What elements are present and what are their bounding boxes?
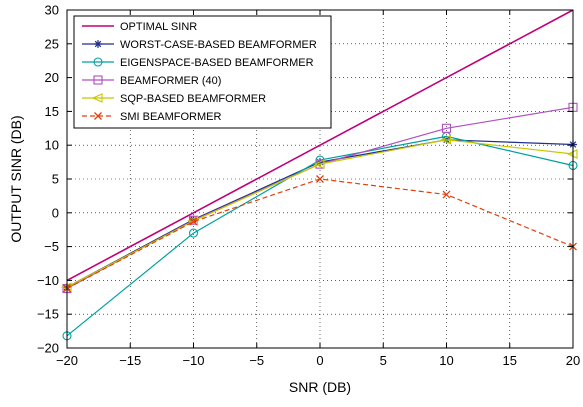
series-layer — [60, 9, 578, 341]
series-line — [66, 9, 574, 282]
y-axis-label: OUTPUT SINR (DB) — [8, 115, 24, 242]
x-tick-label: 10 — [439, 353, 453, 368]
data-point — [442, 190, 451, 199]
legend-marker — [93, 57, 103, 67]
y-tick-label: 25 — [45, 36, 59, 51]
legend-item: SQP-BASED BEAMFORMER — [82, 93, 266, 105]
y-tick-label: 0 — [52, 205, 59, 220]
data-point — [188, 228, 199, 238]
legend-label: WORST-CASE-BASED BEAMFORMER — [120, 39, 317, 51]
y-tick-label: 15 — [45, 104, 59, 119]
legend-item: WORST-CASE-BASED BEAMFORMER — [82, 39, 317, 51]
y-tick-label: −10 — [37, 273, 59, 288]
y-tick-label: 30 — [45, 3, 59, 18]
legend-marker — [94, 40, 102, 48]
legend-label: BEAMFORMER (40) — [120, 75, 221, 87]
series-line — [66, 178, 574, 290]
y-tick-label: 10 — [45, 138, 59, 153]
series-line — [66, 139, 574, 288]
legend-marker — [94, 112, 102, 120]
x-tick-label: −5 — [249, 353, 264, 368]
data-point — [313, 159, 325, 169]
data-point — [316, 175, 324, 183]
legend-label: SQP-BASED BEAMFORMER — [120, 93, 266, 105]
x-tick-label: −10 — [182, 353, 204, 368]
y-tick-label: 20 — [45, 70, 59, 85]
legend-label: OPTIMAL SINR — [120, 21, 197, 33]
data-point — [189, 215, 198, 224]
legend-item: BEAMFORMER (40) — [82, 75, 221, 87]
x-tick-label: 5 — [380, 353, 387, 368]
legend-item: OPTIMAL SINR — [82, 21, 197, 33]
series-2 — [63, 135, 577, 292]
x-tick-label: 0 — [316, 353, 323, 368]
legend-item: EIGENSPACE-BASED BEAMFORMER — [82, 57, 314, 69]
y-tick-label: −15 — [37, 307, 59, 322]
data-point — [189, 217, 198, 226]
legend-marker — [91, 93, 103, 103]
y-tick-label: −20 — [37, 341, 59, 356]
legend-item: SMI BEAMFORMER — [82, 111, 222, 123]
y-tick-label: 5 — [52, 172, 59, 187]
series-4 — [62, 102, 578, 294]
legend-marker — [93, 75, 103, 85]
y-ticks: −20 −15 −10 −5 0 5 10 15 20 25 30 — [37, 3, 573, 356]
x-axis-label: SNR (DB) — [289, 379, 351, 395]
x-tick-label: 15 — [503, 353, 517, 368]
x-tick-label: −15 — [119, 353, 141, 368]
data-point — [441, 123, 452, 133]
x-tick-label: −20 — [56, 353, 78, 368]
y-tick-label: −5 — [44, 239, 59, 254]
legend: OPTIMAL SINR WORST-CASE-BASED BEAMFORMER E… — [73, 15, 332, 129]
x-tick-label: 20 — [566, 353, 580, 368]
legend-label: EIGENSPACE-BASED BEAMFORMER — [120, 57, 314, 69]
series-1 — [66, 9, 574, 282]
legend-box — [73, 15, 332, 129]
series-6 — [63, 175, 577, 293]
data-point — [440, 134, 452, 145]
legend-label: SMI BEAMFORMER — [120, 111, 222, 123]
x-ticks: −20 −15 −10 −5 0 5 10 15 20 — [56, 10, 580, 368]
